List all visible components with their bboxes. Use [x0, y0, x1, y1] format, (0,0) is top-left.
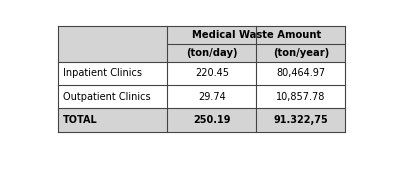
Bar	[58, 108, 167, 132]
Bar	[256, 85, 346, 108]
Bar	[167, 62, 256, 85]
Text: 220.45: 220.45	[195, 68, 229, 78]
Text: (ton/year): (ton/year)	[273, 48, 329, 58]
Text: 29.74: 29.74	[198, 92, 226, 102]
Text: 80,464.97: 80,464.97	[276, 68, 325, 78]
Text: (ton/day): (ton/day)	[186, 48, 238, 58]
Bar	[167, 26, 346, 44]
Bar	[256, 62, 346, 85]
Bar	[58, 26, 167, 44]
Bar	[58, 44, 167, 62]
Text: TOTAL: TOTAL	[63, 115, 98, 125]
Bar	[256, 108, 346, 132]
Bar	[167, 85, 256, 108]
Bar	[256, 44, 346, 62]
Text: Inpatient Clinics: Inpatient Clinics	[63, 68, 142, 78]
Bar	[167, 108, 256, 132]
Text: 10,857.78: 10,857.78	[276, 92, 325, 102]
Bar	[58, 85, 167, 108]
Text: 91.322,75: 91.322,75	[273, 115, 328, 125]
Bar	[167, 44, 256, 62]
Text: 250.19: 250.19	[193, 115, 231, 125]
Text: Medical Waste Amount: Medical Waste Amount	[192, 30, 321, 40]
Text: Outpatient Clinics: Outpatient Clinics	[63, 92, 151, 102]
Bar	[58, 62, 167, 85]
